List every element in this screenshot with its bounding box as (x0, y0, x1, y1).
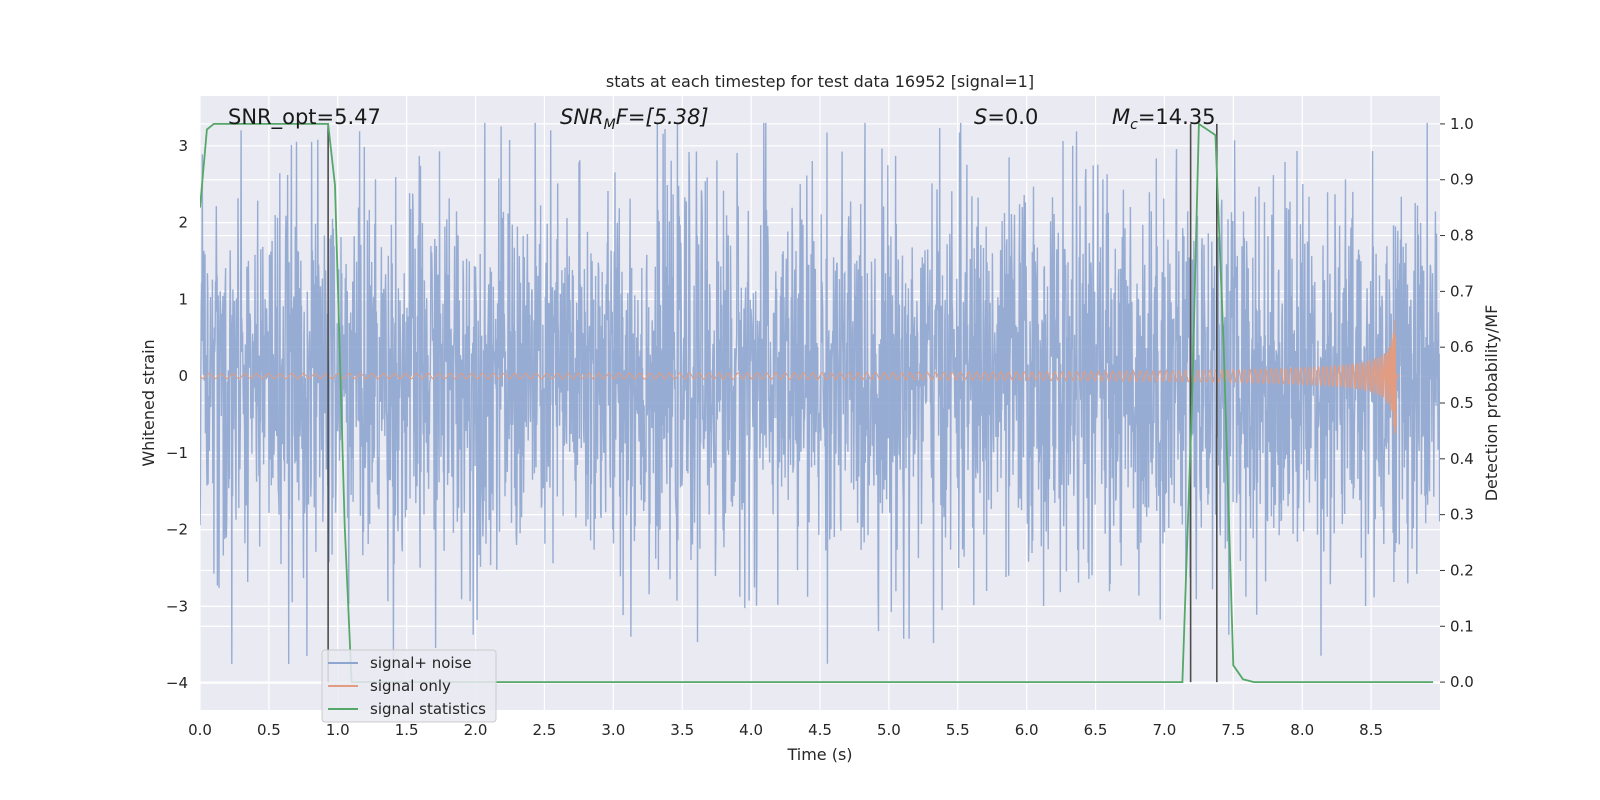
noise-series (200, 122, 1440, 665)
legend-label-noise: signal+ noise (370, 654, 472, 672)
y-tick-label-right: 0.7 (1450, 282, 1474, 300)
annotation-mc: Mc=14.35 (1112, 105, 1216, 133)
y-tick-label-right: 1.0 (1450, 115, 1474, 133)
y-tick-label-right: 0.5 (1450, 394, 1474, 412)
y-ticks-right: 1.0 0.9 0.8 0.7 0.6 0.5 0.4 0.3 0.2 0.1 0.0 (1440, 115, 1474, 691)
x-tick-label: 3.5 (670, 721, 694, 739)
y-tick-label-left: 1 (178, 290, 188, 308)
x-tick-label: 6.0 (1015, 721, 1039, 739)
chart-title: stats at each timestep for test data 169… (606, 72, 1034, 91)
legend-label-signal: signal only (370, 677, 451, 695)
annotation-mc-rest: =14.35 (1138, 105, 1216, 129)
legend-box (321, 649, 497, 723)
annotation-snr-mf-main: SNR (560, 105, 604, 129)
annotation-s-rest: =0.0 (987, 105, 1038, 129)
x-tick-label: 3.0 (601, 721, 625, 739)
legend-label-stats: signal statistics (370, 700, 486, 718)
x-axis-label: Time (s) (786, 745, 852, 764)
annotation-snr-opt: SNR_opt=5.47 (228, 105, 381, 130)
x-tick-label: 5.5 (946, 721, 970, 739)
x-tick-label: 2.5 (533, 721, 557, 739)
y-tick-label-left: −4 (166, 674, 188, 692)
y-tick-label-right: 0.9 (1450, 171, 1474, 189)
annotation-mc-sub: c (1130, 117, 1138, 133)
y-tick-label-right: 0.0 (1450, 673, 1474, 691)
y-axis-label-left: Whitened strain (139, 339, 158, 466)
y-tick-label-left: −3 (166, 597, 188, 615)
legend: signal+ noise signal only signal statist… (321, 649, 497, 723)
y-tick-label-right: 0.1 (1450, 617, 1474, 635)
annotation-mc-main: M (1112, 105, 1130, 129)
y-ticks-left: 3 2 1 0 −1 −2 −3 −4 (166, 137, 188, 692)
y-tick-label-left: 3 (178, 137, 188, 155)
y-tick-label-left: −2 (166, 521, 188, 539)
x-tick-label: 4.0 (739, 721, 763, 739)
x-tick-label: 7.5 (1221, 721, 1245, 739)
y-tick-label-right: 0.4 (1450, 450, 1474, 468)
y-tick-label-right: 0.3 (1450, 506, 1474, 524)
vertical-markers (327, 123, 1218, 683)
annotation-s-main: S (974, 105, 987, 129)
y-tick-label-right: 0.8 (1450, 227, 1474, 245)
x-tick-label: 4.5 (808, 721, 832, 739)
x-ticks: 0.0 0.5 1.0 1.5 2.0 2.5 3.0 3.5 4.0 4.5 5.0 5.5 6.0 6… (188, 721, 1383, 739)
signal-series (200, 319, 1400, 434)
y-axis-label-right: Detection probability/MF (1482, 305, 1501, 502)
x-tick-label: 8.0 (1290, 721, 1314, 739)
x-tick-label: 6.5 (1084, 721, 1108, 739)
x-tick-label: 0.0 (188, 721, 212, 739)
y-tick-label-left: 2 (178, 214, 188, 232)
annotation-snr-mf-rest: F=[5.38] (616, 105, 709, 129)
x-tick-label: 1.0 (326, 721, 350, 739)
y-tick-label-left: −1 (166, 444, 188, 462)
x-tick-label: 2.0 (464, 721, 488, 739)
x-tick-label: 1.5 (395, 721, 419, 739)
x-tick-label: 7.0 (1153, 721, 1177, 739)
x-tick-label: 0.5 (257, 721, 281, 739)
annotation-s: S=0.0 (974, 105, 1038, 129)
x-tick-label: 8.5 (1359, 721, 1383, 739)
y-tick-label-right: 0.6 (1450, 338, 1474, 356)
x-tick-label: 5.0 (877, 721, 901, 739)
annotation-snr-mf: SNRMF=[5.38] (560, 105, 709, 133)
annotation-snr-mf-sub: M (604, 117, 616, 133)
y-tick-label-right: 0.2 (1450, 561, 1474, 579)
stats-series (200, 122, 1434, 683)
y-tick-label-left: 0 (178, 367, 188, 385)
